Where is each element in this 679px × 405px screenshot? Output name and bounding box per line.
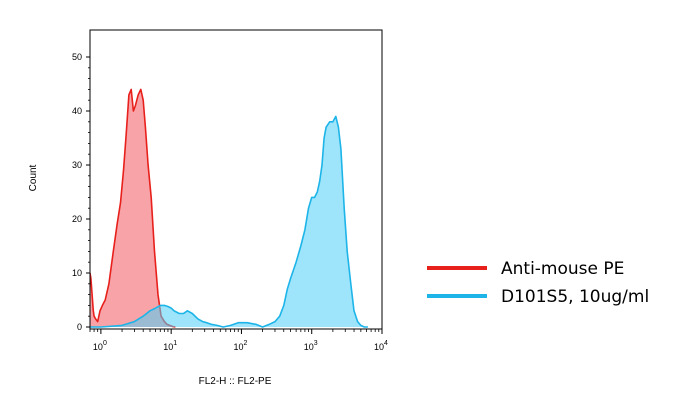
y-axis-title: Count bbox=[28, 164, 39, 191]
x-tick-label: 101 bbox=[163, 340, 177, 352]
y-tick-label: 50 bbox=[72, 52, 82, 62]
x-tick-label: 103 bbox=[304, 340, 318, 352]
y-tick-label: 0 bbox=[77, 322, 82, 332]
y-tick-label: 30 bbox=[72, 160, 82, 170]
x-axis-title: FL2-H :: FL2-PE bbox=[199, 376, 272, 387]
axis-layer: 0 10 20 30 40 50 100 101 102 103 104 bbox=[72, 29, 388, 352]
series-fill-1 bbox=[90, 89, 176, 328]
y-tick-label: 20 bbox=[72, 214, 82, 224]
series-layer bbox=[90, 88, 368, 328]
series-line-2 bbox=[90, 115, 368, 328]
plot-frame bbox=[89, 29, 383, 330]
y-tick-label: 10 bbox=[72, 268, 82, 278]
x-tick-label: 102 bbox=[233, 340, 247, 352]
legend-label-2: D101S5, 10ug/ml bbox=[501, 287, 649, 307]
x-tick-label: 104 bbox=[374, 340, 388, 352]
y-tick-label: 40 bbox=[72, 106, 82, 116]
legend: Anti-mouse PE D101S5, 10ug/ml bbox=[427, 259, 649, 307]
legend-label-1: Anti-mouse PE bbox=[501, 259, 624, 279]
series-fill-2 bbox=[90, 116, 368, 328]
x-tick-label: 100 bbox=[93, 340, 107, 352]
